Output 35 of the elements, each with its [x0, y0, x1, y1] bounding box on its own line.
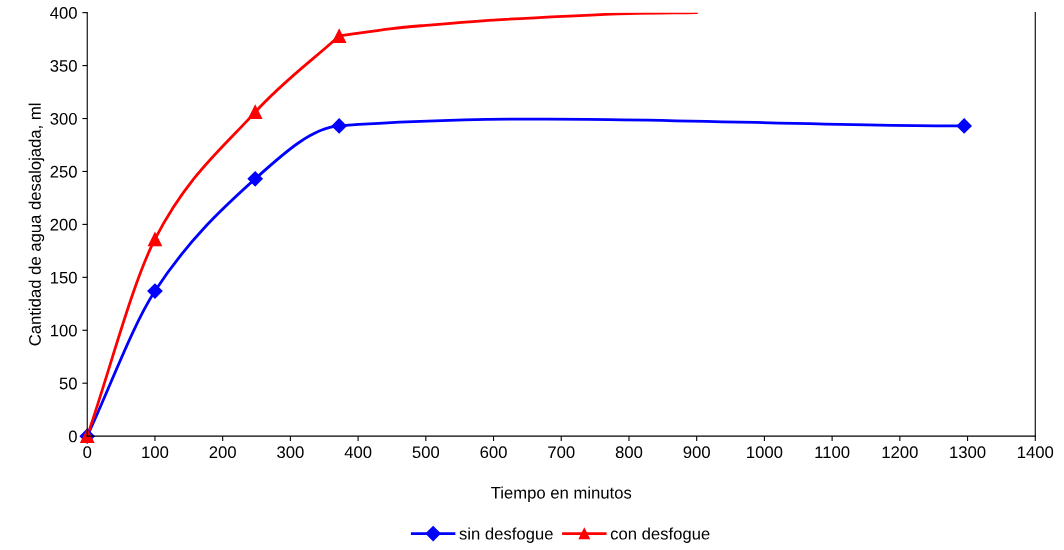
y-tick-label: 50 [59, 377, 77, 390]
x-tick-label: 1400 [1018, 446, 1054, 459]
x-tick-label: 100 [142, 446, 169, 459]
x-tick-label: 1100 [815, 446, 850, 459]
x-tick-label: 900 [683, 446, 710, 459]
y-tick-label: 250 [50, 165, 77, 178]
x-tick-label: 200 [209, 446, 236, 459]
point [148, 232, 162, 247]
x-tick-label: 0 [83, 446, 92, 459]
x-tick-label: 700 [548, 446, 575, 459]
x-tick-label: 400 [344, 446, 372, 459]
y-tick-label: 150 [50, 271, 77, 284]
point [956, 118, 972, 134]
x-axis-title: Tiempo en minutos [491, 486, 632, 502]
legend-label: sin desfogue [459, 527, 553, 543]
y-tick-label: 300 [50, 112, 77, 125]
point [247, 171, 263, 187]
y-tick-label: 400 [50, 7, 77, 19]
x-tick-label: 600 [480, 446, 507, 459]
y-tick-label: 0 [68, 430, 77, 443]
x-tick-label: 800 [615, 446, 643, 459]
x-tick-label: 300 [277, 446, 304, 459]
y-tick-label: 100 [50, 324, 77, 337]
point [248, 105, 263, 120]
x-tick-label: 1000 [747, 446, 783, 459]
legend-label: con desfogue [610, 527, 710, 543]
y-tick-label: 350 [50, 59, 77, 72]
x-tick-label: 1300 [950, 446, 986, 459]
y-axis-title: Cantidad de agua desalojada, ml [28, 103, 45, 346]
point [332, 28, 347, 43]
x-tick-label: 1200 [882, 446, 918, 459]
x-tick-label: 500 [412, 446, 440, 459]
point [147, 283, 163, 299]
point [331, 118, 347, 134]
y-tick-label: 200 [50, 218, 77, 231]
